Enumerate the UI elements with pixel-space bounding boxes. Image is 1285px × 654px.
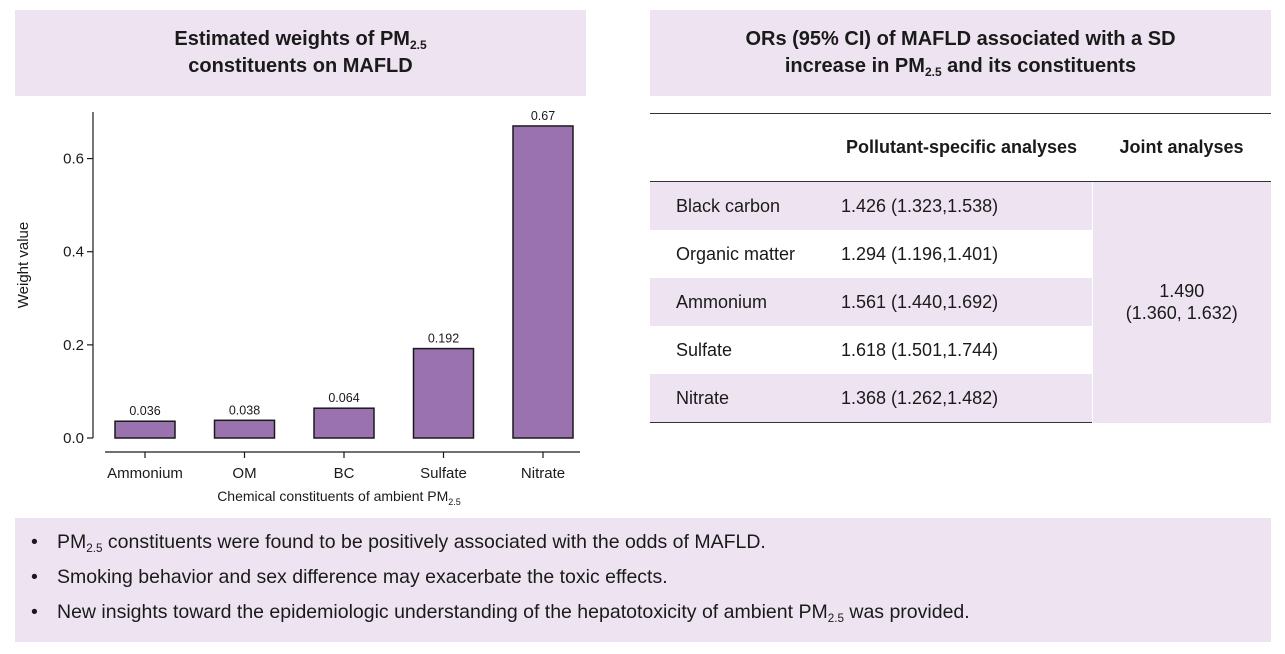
header-pollutant-specific: Pollutant-specific analyses <box>831 113 1092 182</box>
finding-text-end: constituents were found to be positively… <box>102 531 766 553</box>
table-title-line2-pre: increase in PM <box>784 55 925 77</box>
finding-text-end: was provided. <box>843 601 970 623</box>
pollutant-name-cell: Organic matter <box>676 243 796 264</box>
finding-text: Smoking behavior and sex difference may … <box>57 566 668 588</box>
bar-value-label: 0.064 <box>328 391 359 405</box>
y-tick-label: 0.2 <box>63 337 84 354</box>
pollutant-name-cell: Nitrate <box>650 374 831 423</box>
table-row: Nitrate 1.368 (1.262,1.482) <box>650 374 1271 423</box>
x-axis-label-sub: 2.5 <box>448 497 461 507</box>
or-table: Pollutant-specific analyses Joint analys… <box>650 113 1271 423</box>
bar-value-label: 0.036 <box>129 404 160 418</box>
x-tick-label: BC <box>334 465 355 482</box>
bar-value-label: 0.67 <box>531 109 555 123</box>
chart-title-line1: Estimated weights of PM <box>174 28 410 50</box>
bar <box>114 420 176 439</box>
table-title-sub: 2.5 <box>924 65 942 80</box>
table-row: Organic matter 1.294 (1.196,1.401) <box>650 230 1271 278</box>
bar <box>512 125 574 439</box>
joint-or-ci: (1.360, 1.632) <box>1125 303 1238 324</box>
table-row: Black carbon 1.426 (1.323,1.538) 1.490 (1.3… <box>650 181 1271 423</box>
x-axis-label: Chemical constituents of ambient PM2.5 <box>217 488 461 507</box>
joint-or-estimate: 1.490 <box>1159 281 1205 302</box>
table-title-line1: ORs (95% CI) of MAFLD associated with a … <box>745 28 1176 50</box>
pollutant-specific-or-cell: 1.561 (1.440,1.692) <box>831 278 1092 326</box>
bar-value-label: 0.192 <box>428 332 459 346</box>
bar <box>313 407 375 439</box>
table-row: Ammonium 1.561 (1.440,1.692) <box>650 278 1271 326</box>
joint-or-cell: 1.490 (1.360, 1.632) <box>1091 181 1271 423</box>
finding-bullet: Smoking behavior and sex difference may … <box>31 562 1271 597</box>
chart-title-sub: 2.5 <box>409 38 427 53</box>
y-tick-label: 0.4 <box>63 244 84 261</box>
finding-bullet: New insights toward the epidemiologic un… <box>31 597 1271 632</box>
pollutant-name-cell: Ammonium <box>650 278 831 326</box>
finding-subscript: 2.5 <box>86 542 103 556</box>
table-panel-title: ORs (95% CI) of MAFLD associated with a … <box>650 10 1271 96</box>
x-tick-label: Ammonium <box>107 465 183 482</box>
table-row: Sulfate 1.618 (1.501,1.744) <box>650 326 1271 374</box>
y-tick-label: 0.0 <box>63 430 84 447</box>
pollutant-specific-or-cell: 1.426 (1.323,1.538) <box>831 181 1092 230</box>
chart-panel-title: Estimated weights of PM2.5 constituents … <box>15 10 586 96</box>
x-tick-label: Nitrate <box>521 465 565 482</box>
finding-bullet: PM2.5 constituents were found to be posi… <box>31 527 1271 562</box>
pollutant-name-cell: Black carbon <box>650 181 831 230</box>
key-findings-box: PM2.5 constituents were found to be posi… <box>15 518 1271 642</box>
pollutant-specific-or-cell: 1.368 (1.262,1.482) <box>831 374 1092 423</box>
key-findings-list: PM2.5 constituents were found to be posi… <box>31 527 1271 632</box>
bar-chart: 0.0 0.2 0.4 0.6 Weight value 0.036 Ammonium 0.0… <box>15 109 580 507</box>
pollutant-name-cell: Sulfate <box>676 339 733 360</box>
x-tick-label: Sulfate <box>420 465 467 482</box>
table-header-row: Pollutant-specific analyses Joint analys… <box>650 113 1271 182</box>
x-tick-label: OM <box>232 465 256 482</box>
x-axis-label-main: Chemical constituents of ambient PM <box>217 488 448 504</box>
y-axis-label: Weight value <box>15 222 32 308</box>
header-blank <box>650 113 831 182</box>
table-title-line2-post: and its constituents <box>941 55 1137 77</box>
pollutant-specific-or-cell: 1.294 (1.196,1.401) <box>841 243 999 264</box>
finding-subscript: 2.5 <box>827 612 844 626</box>
finding-text: PM <box>57 531 87 553</box>
y-tick-label: 0.6 <box>63 151 84 168</box>
bar-value-label: 0.038 <box>229 403 260 417</box>
chart-title-line2: constituents on MAFLD <box>188 55 413 77</box>
bar <box>213 419 276 439</box>
pollutant-specific-or-cell: 1.618 (1.501,1.744) <box>841 339 999 360</box>
bar <box>412 347 475 439</box>
finding-text: New insights toward the epidemiologic un… <box>57 601 828 623</box>
header-joint: Joint analyses <box>1092 113 1271 182</box>
